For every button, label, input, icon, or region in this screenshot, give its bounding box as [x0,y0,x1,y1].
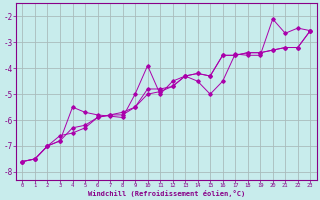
X-axis label: Windchill (Refroidissement éolien,°C): Windchill (Refroidissement éolien,°C) [88,190,245,197]
